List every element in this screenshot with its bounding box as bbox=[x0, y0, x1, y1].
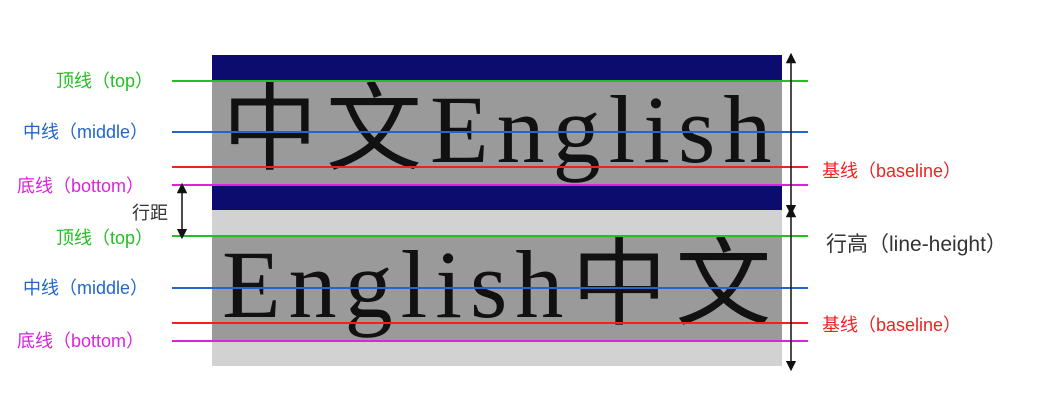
row1-middle-label: 中线（middle） bbox=[23, 122, 149, 142]
row1-baseline-label: 基线（baseline） bbox=[822, 161, 962, 181]
half-leading-bottom-light-area bbox=[212, 341, 782, 366]
line-height-label: 行高（line-height） bbox=[826, 233, 1007, 256]
row1-sample-text: 中文English bbox=[222, 76, 780, 183]
line-gap-label: 行距 bbox=[132, 203, 168, 223]
row1-bottom-label: 底线（bottom） bbox=[17, 176, 145, 196]
row2-middle-label: 中线（middle） bbox=[23, 278, 149, 298]
leading-middle-bar bbox=[212, 185, 782, 210]
row1-baseline bbox=[172, 166, 808, 168]
half-leading-light-area bbox=[212, 210, 782, 236]
row2-bottom-label: 底线（bottom） bbox=[17, 331, 145, 351]
row2-sample-text: English中文 bbox=[222, 231, 780, 338]
row1-top-label: 顶线（top） bbox=[56, 71, 154, 91]
row1-top-line bbox=[172, 80, 808, 82]
row2-middle-line bbox=[172, 287, 808, 289]
row2-bottom-line bbox=[172, 340, 808, 342]
row2-top-line bbox=[172, 235, 808, 237]
leading-top-bar bbox=[212, 55, 782, 81]
row2-top-label: 顶线（top） bbox=[56, 228, 154, 248]
row1-middle-line bbox=[172, 131, 808, 133]
row2-baseline-label: 基线（baseline） bbox=[822, 315, 962, 335]
row1-bottom-line bbox=[172, 184, 808, 186]
row2-baseline bbox=[172, 322, 808, 324]
